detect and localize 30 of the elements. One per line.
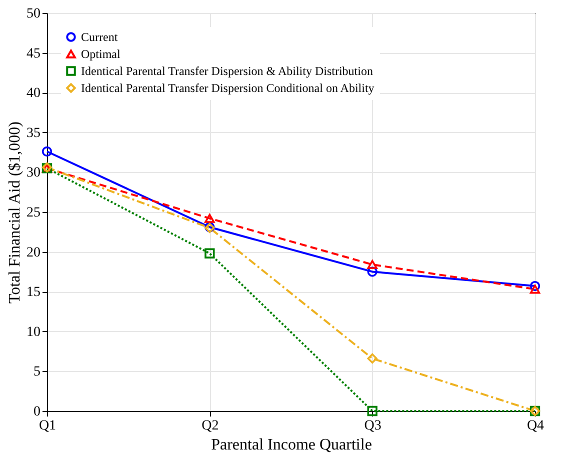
point	[367, 406, 378, 416]
point	[530, 284, 540, 294]
y-tick-label: 0	[34, 404, 40, 420]
x-tick-label: Q1	[38, 418, 56, 434]
legend-label: Identical Parental Transfer Dispersion Conditional on Ability	[81, 81, 374, 95]
x-tick-label: Q4	[526, 418, 544, 434]
y-tick-label: 45	[26, 46, 40, 62]
point	[367, 266, 378, 277]
y-tick-label: 40	[26, 86, 40, 102]
x-tick-label: Q3	[364, 418, 382, 434]
x-axis-title: Parental Income Quartile	[211, 436, 372, 454]
point	[204, 248, 215, 258]
y-tick-label: 25	[26, 206, 40, 220]
point	[367, 353, 378, 364]
legend-label: Identical Parental Transfer Dispersion & Ability Distribution	[81, 64, 373, 78]
y-tick-label: 30	[26, 166, 40, 181]
point	[42, 146, 52, 157]
y-tick-label: 5	[34, 364, 40, 380]
point	[367, 260, 378, 270]
y-axis-title: Total Financial Aid ($1,000)	[6, 122, 24, 304]
point	[530, 280, 540, 292]
y-tick-label: 50	[26, 6, 40, 22]
y-tick-label: 10	[26, 324, 40, 340]
point	[204, 214, 215, 223]
x-tick-label: Q2	[202, 418, 219, 434]
legend-label: Current	[81, 30, 118, 44]
y-tick-label: 15	[26, 285, 40, 300]
y-tick-label: 35	[26, 126, 40, 141]
y-tick-label: 20	[26, 245, 40, 260]
legend-label: Optimal	[81, 47, 121, 61]
